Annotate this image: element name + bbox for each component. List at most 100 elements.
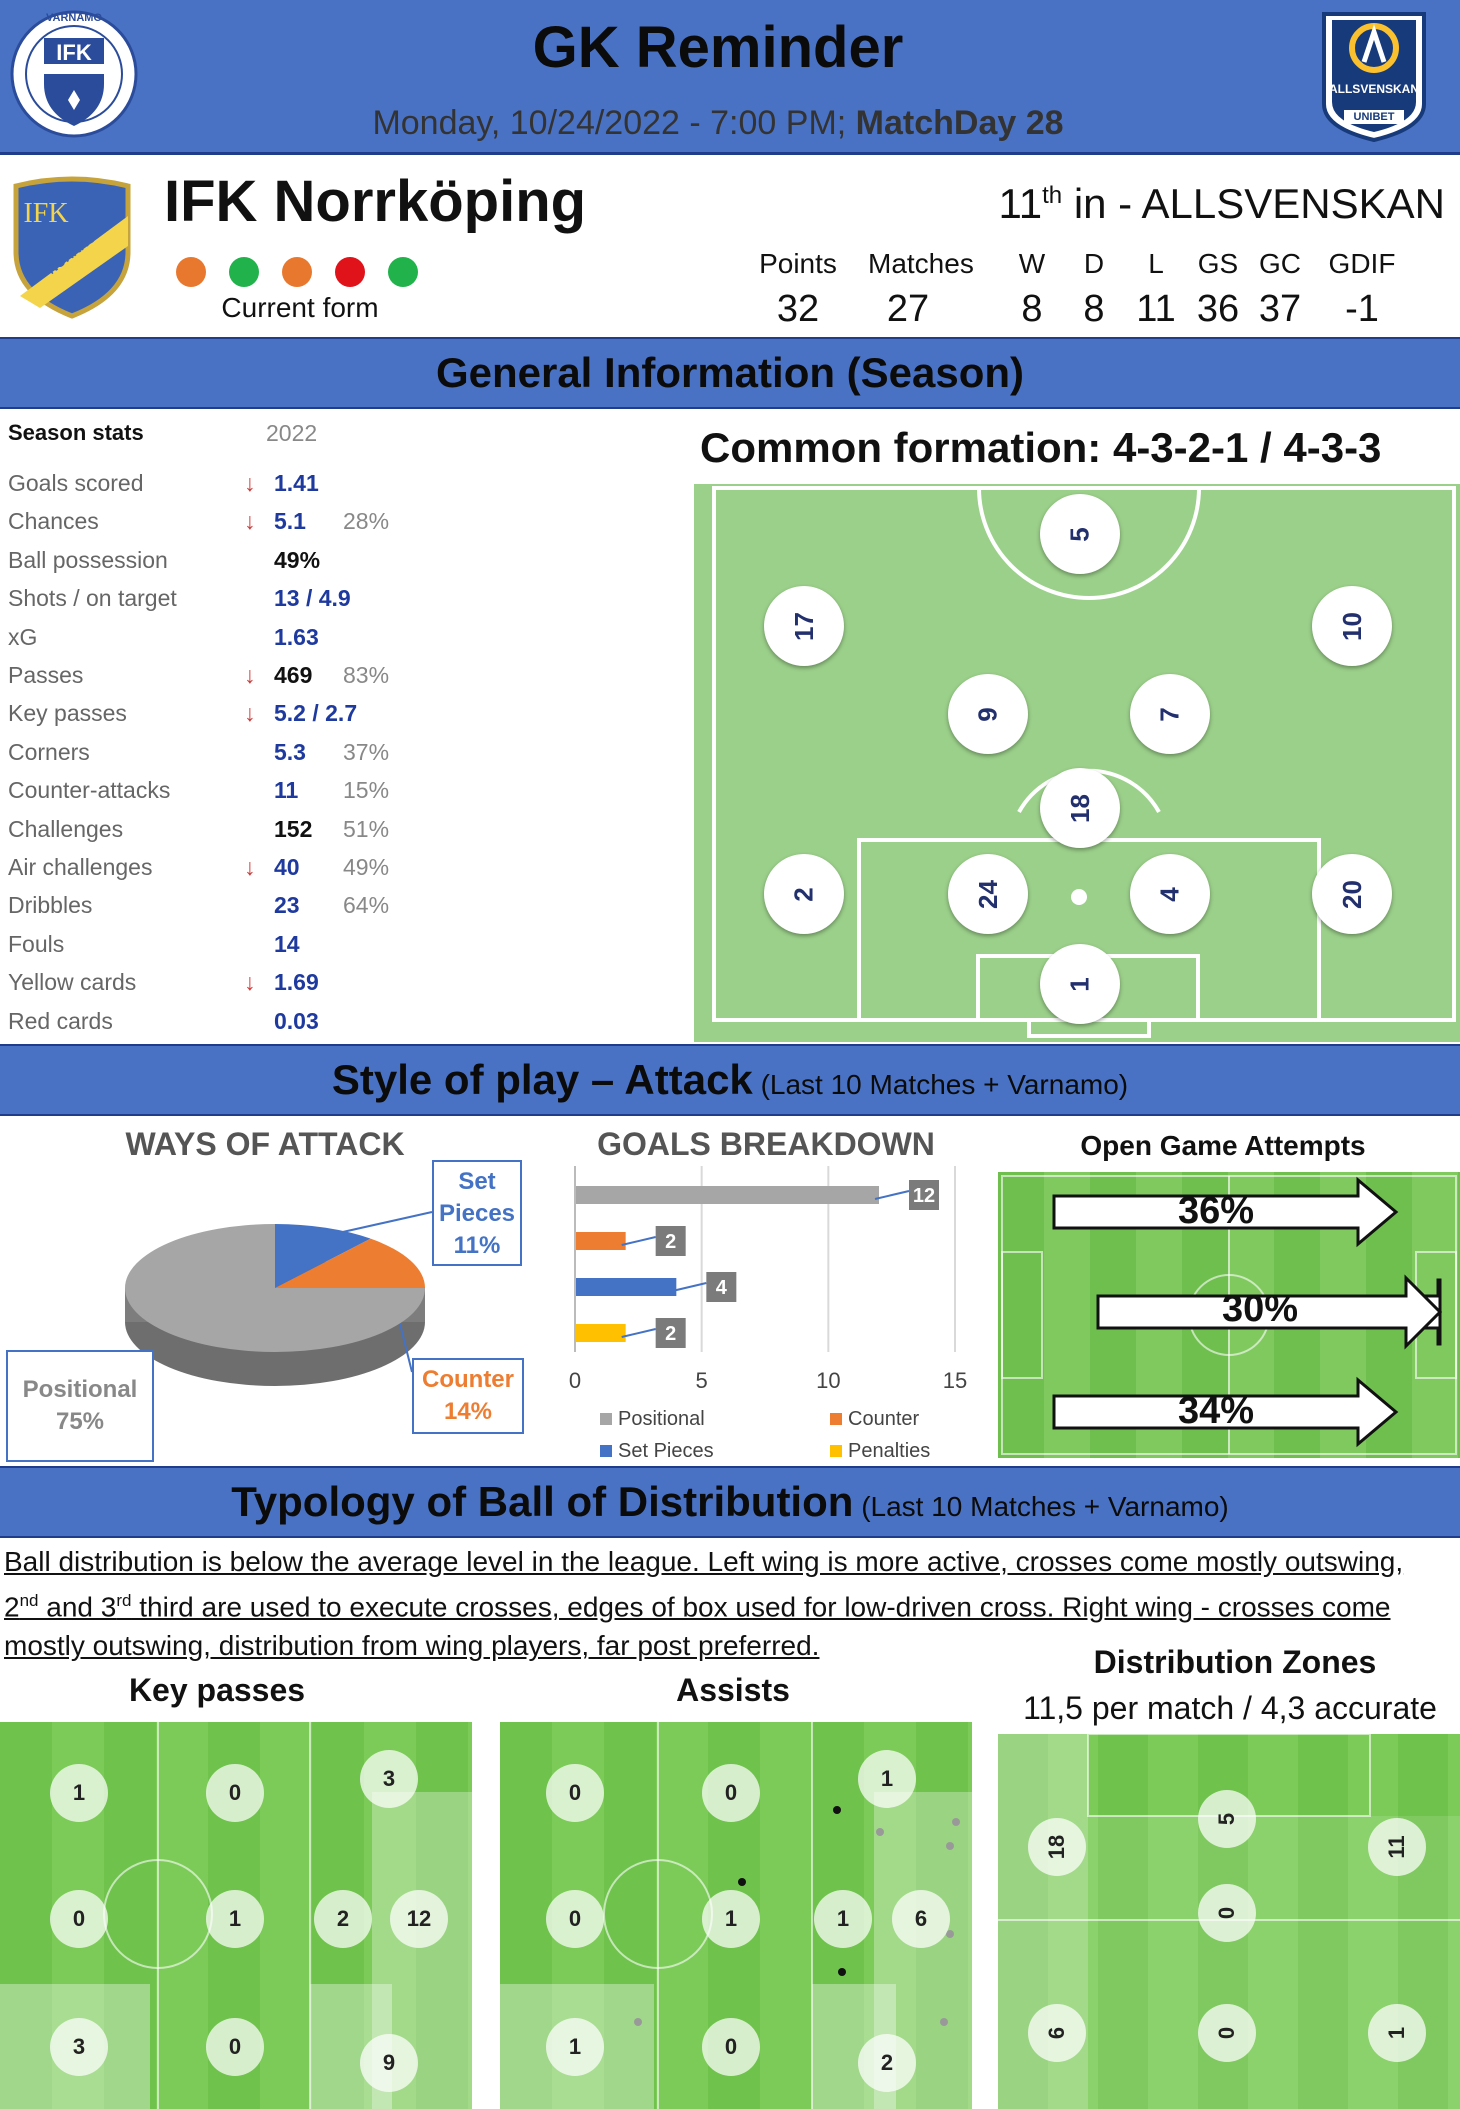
stat-trend-arrow: ↓ bbox=[244, 700, 256, 727]
page-title: GK Reminder bbox=[532, 15, 904, 80]
player-number: 10 bbox=[1336, 611, 1367, 641]
formation-player: 24 bbox=[948, 854, 1028, 934]
stat-value: 1.63 bbox=[274, 623, 319, 650]
header-bar: IFK VARNAMO GK Reminder Monday, 10/24/20… bbox=[0, 0, 1460, 155]
stat-row: Chances ↓ 5.1 28% bbox=[8, 508, 408, 546]
table-header-4: L bbox=[1148, 248, 1164, 279]
varnamo-logo-text: IFK bbox=[56, 40, 92, 65]
legend-item: Positional bbox=[600, 1408, 705, 1431]
form-dot-3 bbox=[335, 257, 365, 287]
zone-count: 3 bbox=[360, 1750, 418, 1808]
form-dot-1 bbox=[229, 257, 259, 287]
season-stats-header: Season stats bbox=[8, 420, 144, 445]
table-header-1: Matches bbox=[868, 248, 974, 279]
open-game-center: 30% bbox=[1222, 1288, 1299, 1330]
pie-slice-counter bbox=[275, 1238, 425, 1288]
goals-breakdown-chart: 0 5 10 15 12 2 4 2 bbox=[569, 1166, 967, 1393]
formation-player: 17 bbox=[764, 586, 844, 666]
stat-row: Yellow cards ↓ 1.69 bbox=[8, 969, 408, 1007]
table-header-5: GS bbox=[1197, 248, 1239, 279]
bar-tick-label: 5 bbox=[696, 1368, 708, 1393]
table-value-6: 37 bbox=[1258, 288, 1302, 330]
norrkoping-logo-text: IFK bbox=[23, 198, 69, 229]
player-number: 24 bbox=[972, 879, 1003, 909]
bar-value-box bbox=[655, 1318, 686, 1348]
zone-count: 1 bbox=[546, 2018, 604, 2076]
stat-label: Air challenges bbox=[8, 854, 153, 880]
formation-player: 2 bbox=[764, 854, 844, 934]
legend-item: Set Pieces bbox=[600, 1440, 714, 1463]
allsvenskan-logo-text: ALLSVENSKAN bbox=[1328, 82, 1419, 96]
stat-label: Key passes bbox=[8, 700, 127, 727]
stat-value: 23 bbox=[274, 892, 300, 919]
section-distribution: Typology of Ball of Distribution (Last 1… bbox=[0, 1466, 1460, 1538]
ways-of-attack-pie bbox=[125, 1224, 425, 1386]
legend-swatch bbox=[830, 1445, 842, 1457]
zone-count: 0 bbox=[1198, 1884, 1256, 1942]
zone-count: 3 bbox=[50, 2018, 108, 2076]
distribution-text-2: and 3 bbox=[38, 1591, 117, 1623]
allsvenskan-logo bbox=[1322, 12, 1426, 143]
stat-trend-arrow: ↓ bbox=[244, 470, 256, 496]
stat-value: 1.41 bbox=[274, 470, 319, 496]
legend-item: Counter bbox=[830, 1408, 919, 1431]
open-game-right: 34% bbox=[1178, 1390, 1255, 1432]
stat-row: Goals scored ↓ 1.41 bbox=[8, 470, 408, 508]
stat-value: 1.69 bbox=[274, 969, 319, 996]
zone-count: 2 bbox=[314, 1890, 372, 1948]
stat-value: 152 bbox=[274, 815, 313, 842]
stat-value: 49% bbox=[274, 546, 321, 573]
stat-value: 40 bbox=[274, 854, 300, 880]
table-value-7: -1 bbox=[1345, 288, 1379, 330]
player-number: 17 bbox=[788, 611, 819, 641]
stat-percent: 83% bbox=[343, 662, 390, 688]
zone-count: 0 bbox=[206, 2018, 264, 2076]
legend-swatch bbox=[600, 1445, 612, 1457]
legend-item: Penalties bbox=[830, 1440, 930, 1463]
zone-count: 0 bbox=[702, 1764, 760, 1822]
formation-pitch: 5 17 10 9 7 18 2 24 4 20 1 bbox=[694, 484, 1460, 1042]
zone-count: 0 bbox=[546, 1764, 604, 1822]
rank-number: 11 bbox=[998, 180, 1043, 227]
pie-slice-positional bbox=[125, 1224, 425, 1352]
formation-player: 1 bbox=[1040, 944, 1120, 1024]
player-number: 7 bbox=[1154, 706, 1185, 722]
league-rank: 11th in - ALLSVENSKAN bbox=[900, 180, 1445, 228]
stat-label: Goals scored bbox=[8, 470, 144, 496]
stat-percent: 28% bbox=[343, 508, 390, 535]
season-stats-year: 2022 bbox=[266, 420, 318, 446]
stat-value: 5.3 bbox=[274, 738, 306, 765]
zone-count: 1 bbox=[50, 1764, 108, 1822]
zone-count: 6 bbox=[1028, 2004, 1086, 2062]
stat-value: 5.1 bbox=[274, 508, 306, 535]
zone-count: 1 bbox=[702, 1890, 760, 1948]
player-number: 2 bbox=[788, 886, 819, 902]
zone-count: 0 bbox=[50, 1890, 108, 1948]
section-distribution-title: Typology of Ball of Distribution bbox=[231, 1478, 854, 1525]
distribution-zones-title: Distribution Zones bbox=[1093, 1644, 1377, 1680]
bar-value-label: 12 bbox=[913, 1185, 935, 1207]
stat-value: 14 bbox=[274, 930, 300, 957]
stat-value: 13 / 4.9 bbox=[274, 585, 351, 612]
bar-label-leader bbox=[874, 1190, 910, 1200]
stat-row: Corners 5.3 37% bbox=[8, 739, 408, 777]
match-date: Monday, 10/24/2022 - 7:00 PM; MatchDay 2… bbox=[0, 104, 1436, 143]
section-distribution-sub: (Last 10 Matches + Varnamo) bbox=[853, 1491, 1229, 1522]
stat-row: Dribbles 23 64% bbox=[8, 892, 408, 930]
formation-player: 5 bbox=[1040, 494, 1120, 574]
rank-suffix: th bbox=[1042, 182, 1063, 209]
zone-count: 9 bbox=[360, 2034, 418, 2092]
bar-value-box bbox=[909, 1180, 939, 1210]
table-value-2: 8 bbox=[1021, 288, 1043, 330]
bar-label-leader bbox=[621, 1236, 656, 1246]
player-number: 20 bbox=[1336, 879, 1367, 909]
stat-trend-arrow: ↓ bbox=[244, 969, 256, 996]
stat-label: xG bbox=[8, 623, 38, 650]
bar-value-label: 4 bbox=[716, 1277, 728, 1299]
table-header-6: GC bbox=[1259, 248, 1301, 279]
stat-label: Passes bbox=[8, 662, 84, 688]
zone-count: 0 bbox=[206, 1764, 264, 1822]
formation-title: Common formation: 4-3-2-1 / 4-3-3 bbox=[700, 424, 1382, 471]
stat-percent: 51% bbox=[343, 815, 390, 842]
